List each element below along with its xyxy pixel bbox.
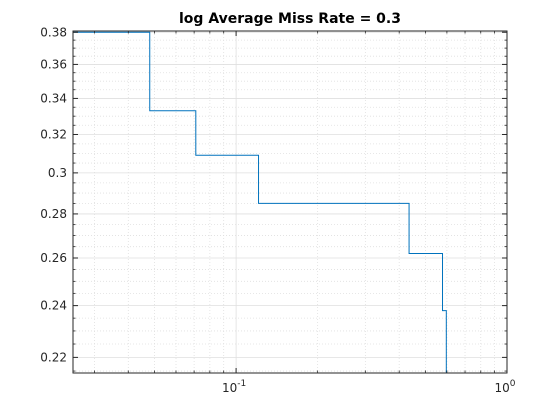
y-tick-label: 0.24	[40, 299, 67, 313]
x-tick-label: 10-1	[222, 379, 246, 395]
y-tick-label: 0.26	[40, 251, 67, 265]
axes-box	[72, 30, 508, 374]
ticks: 0.22 0.24 0.26 0.28 0.3 0.32 0.34 0.36 0.38 10-1 1…	[40, 25, 515, 395]
y-tick-label: 0.28	[40, 207, 67, 221]
grid	[73, 31, 508, 373]
miss-rate-curve	[73, 31, 486, 373]
y-tick-label: 0.38	[40, 25, 67, 39]
y-tick-label: 0.3	[48, 166, 67, 180]
series-layer	[73, 31, 486, 373]
chart-title: log Average Miss Rate = 0.3	[179, 11, 401, 27]
y-tick-label: 0.36	[40, 57, 67, 71]
y-tick-label: 0.22	[40, 350, 67, 364]
y-tick-label: 0.32	[40, 127, 67, 141]
x-tick-label: 100	[494, 379, 515, 395]
y-tick-label: 0.34	[40, 91, 67, 105]
